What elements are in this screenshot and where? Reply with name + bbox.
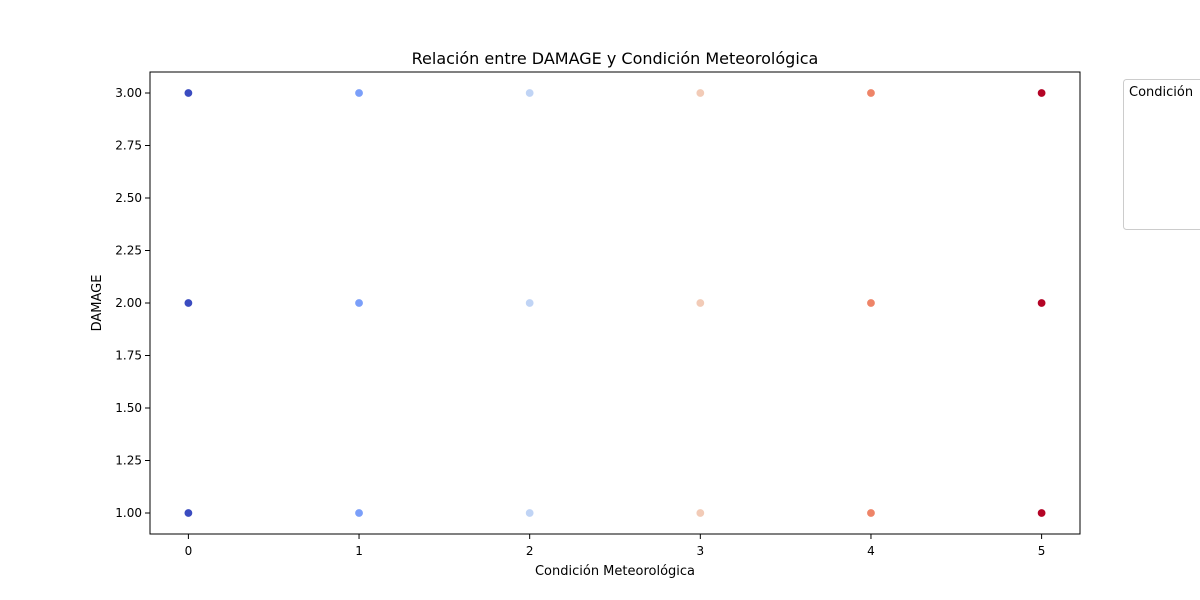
y-tick-label: 2.75 — [115, 139, 142, 153]
data-point — [695, 508, 706, 518]
data-point — [1036, 298, 1047, 308]
data-point — [354, 508, 364, 518]
data-point — [866, 88, 876, 98]
legend-title: Condición — [1129, 85, 1193, 100]
x-tick-label: 3 — [697, 544, 705, 558]
data-point — [866, 298, 876, 308]
y-tick-label: 1.25 — [115, 454, 142, 468]
y-tick-label: 2.50 — [115, 191, 142, 205]
data-point — [695, 88, 706, 98]
data-point — [524, 298, 535, 308]
x-tick-label: 2 — [526, 544, 534, 558]
chart-title: Relación entre DAMAGE y Condición Meteor… — [412, 49, 819, 68]
x-axis-label: Condición Meteorológica — [535, 564, 695, 579]
data-point — [1036, 508, 1047, 518]
y-tick-label: 1.00 — [115, 506, 142, 520]
legend: Condición — [1123, 79, 1200, 230]
x-tick-label: 5 — [1038, 544, 1046, 558]
data-point — [183, 508, 194, 518]
x-tick-label: 0 — [185, 544, 193, 558]
data-point — [183, 88, 194, 98]
y-tick-label: 2.25 — [115, 244, 142, 258]
x-tick-label: 1 — [355, 544, 363, 558]
y-tick-label: 2.00 — [115, 296, 142, 310]
data-point — [866, 508, 876, 518]
y-tick-label: 3.00 — [115, 86, 142, 100]
data-point — [524, 508, 535, 518]
data-point — [524, 88, 535, 98]
y-tick-label: 1.50 — [115, 401, 142, 415]
data-point — [354, 298, 364, 308]
y-axis-label: DAMAGE — [90, 275, 105, 332]
data-point — [354, 88, 364, 98]
data-point — [695, 298, 706, 308]
y-axis-ticks: 1.00 1.25 1.50 1.75 2.00 2.25 2.50 2.75 3.00 — [115, 86, 150, 520]
x-tick-label: 4 — [867, 544, 875, 558]
legend-box — [1123, 79, 1200, 230]
plot-area — [149, 71, 1081, 535]
data-point — [1036, 88, 1047, 98]
data-point — [183, 298, 194, 308]
data-points — [183, 88, 1047, 518]
x-axis-ticks: 0 1 2 3 4 5 — [185, 534, 1046, 558]
y-tick-label: 1.75 — [115, 349, 142, 363]
